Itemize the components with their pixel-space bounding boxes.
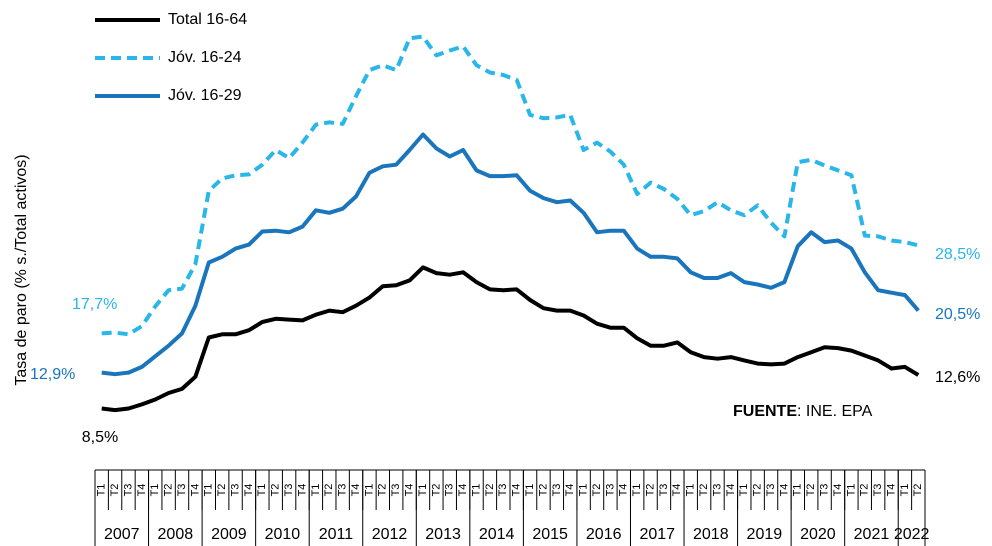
x-tick-label: T3	[551, 484, 563, 497]
x-tick-label: T1	[256, 484, 268, 497]
x-tick-label: T3	[765, 484, 777, 497]
source: FUENTE: INE. EPA	[733, 403, 873, 420]
year-label: 2009	[211, 526, 247, 543]
x-tick-label: T1	[96, 484, 108, 497]
x-tick-label: T4	[296, 484, 308, 497]
x-tick-label: T2	[591, 484, 603, 497]
x-tick-label: T4	[671, 484, 683, 497]
x-tick-label: T1	[631, 484, 643, 497]
series-line	[101, 265, 920, 413]
x-tick-label: T2	[430, 484, 442, 497]
x-tick-label: T2	[912, 484, 924, 497]
legend-label: Jóv. 16-29	[168, 87, 242, 104]
series-line	[101, 34, 919, 337]
x-tick-label: T3	[176, 484, 188, 497]
x-tick-label: T4	[457, 484, 469, 497]
x-tick-label: T2	[752, 484, 764, 497]
year-label: 2017	[639, 526, 675, 543]
x-tick-label: T4	[618, 484, 630, 497]
year-label: 2016	[586, 526, 622, 543]
legend-label: Jóv. 16-24	[168, 49, 242, 66]
x-tick-label: T2	[270, 484, 282, 497]
x-tick-label: T1	[310, 484, 322, 497]
x-tick-label: T1	[149, 484, 161, 497]
x-tick-label: T4	[778, 484, 790, 497]
x-tick-label: T2	[805, 484, 817, 497]
x-tick-label: T1	[470, 484, 482, 497]
x-tick-label: T2	[484, 484, 496, 497]
x-tick-label: T3	[711, 484, 723, 497]
data-label: 28,5%	[935, 246, 980, 263]
year-label: 2020	[800, 526, 836, 543]
year-label: 2010	[265, 526, 301, 543]
x-tick-label: T1	[578, 484, 590, 497]
x-tick-label: T3	[819, 484, 831, 497]
year-label: 2013	[425, 526, 461, 543]
x-tick-label: T3	[122, 484, 134, 497]
year-label: 2008	[158, 526, 194, 543]
x-tick-label: T3	[229, 484, 241, 497]
x-tick-label: T2	[644, 484, 656, 497]
x-tick-label: T3	[497, 484, 509, 497]
x-tick-label: T1	[524, 484, 536, 497]
series-line	[101, 132, 920, 377]
x-tick-label: T2	[537, 484, 549, 497]
x-tick-label: T2	[698, 484, 710, 497]
x-tick-label: T2	[109, 484, 121, 497]
x-tick-label: T1	[203, 484, 215, 497]
source-text: : INE. EPA	[797, 403, 873, 420]
x-tick-label: T3	[337, 484, 349, 497]
year-label: 2021	[854, 526, 890, 543]
x-tick-label: T3	[283, 484, 295, 497]
year-label: 2007	[104, 526, 140, 543]
x-tick-label: T2	[377, 484, 389, 497]
x-tick-label: T4	[136, 484, 148, 497]
x-tick-label: T4	[350, 484, 362, 497]
source-label: FUENTE	[733, 403, 797, 420]
year-label: 2012	[372, 526, 408, 543]
x-tick-label: T3	[390, 484, 402, 497]
x-tick-label: T1	[685, 484, 697, 497]
year-label: 2015	[532, 526, 568, 543]
data-label: 17,7%	[72, 296, 117, 313]
x-tick-label: T1	[417, 484, 429, 497]
x-tick-label: T1	[792, 484, 804, 497]
year-label: 2014	[479, 526, 515, 543]
legend-label: Total 16-64	[168, 11, 247, 28]
x-tick-label: T1	[738, 484, 750, 497]
x-tick-label: T3	[658, 484, 670, 497]
x-tick-label: T4	[404, 484, 416, 497]
y-axis-label: Tasa de paro (% s./Total activos)	[13, 154, 30, 385]
x-tick-label: T1	[899, 484, 911, 497]
x-tick-label: T4	[564, 484, 576, 497]
data-label: 12,9%	[30, 366, 75, 383]
x-tick-label: T1	[845, 484, 857, 497]
year-label: 2011	[319, 526, 354, 543]
x-tick-label: T3	[872, 484, 884, 497]
x-tick-label: T1	[363, 484, 375, 497]
x-tick-label: T4	[189, 484, 201, 497]
x-tick-label: T3	[604, 484, 616, 497]
year-label: 2022	[894, 526, 930, 543]
year-label: 2018	[693, 526, 729, 543]
year-label: 2019	[747, 526, 783, 543]
x-tick-label: T4	[243, 484, 255, 497]
x-tick-label: T4	[832, 484, 844, 497]
x-tick-label: T2	[323, 484, 335, 497]
x-tick-label: T3	[444, 484, 456, 497]
x-tick-label: T2	[163, 484, 175, 497]
x-tick-label: T2	[859, 484, 871, 497]
x-tick-label: T4	[511, 484, 523, 497]
x-tick-label: T4	[885, 484, 897, 497]
x-tick-label: T4	[725, 484, 737, 497]
data-label: 8,5%	[82, 429, 118, 446]
x-tick-label: T2	[216, 484, 228, 497]
data-label: 20,5%	[935, 306, 980, 323]
data-label: 12,6%	[935, 369, 980, 386]
